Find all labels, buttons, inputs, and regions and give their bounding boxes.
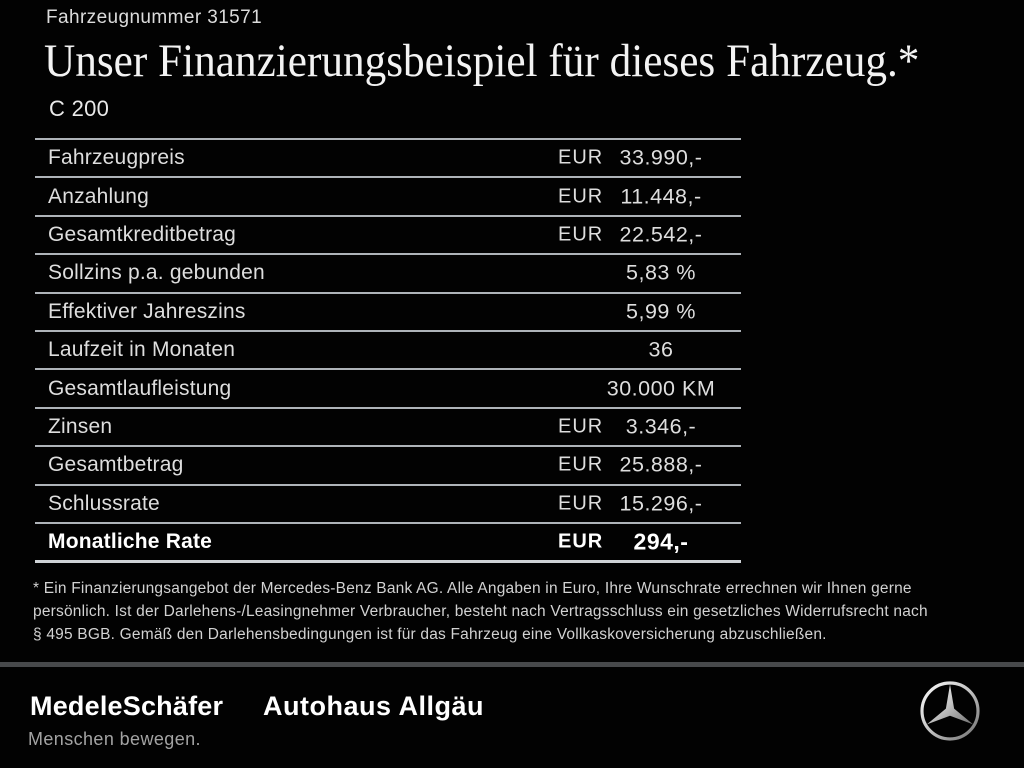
table-row: Anzahlung EUR 11.448,- bbox=[35, 176, 741, 214]
footnote-line: persönlich. Ist der Darlehens-/Leasingne… bbox=[33, 603, 928, 620]
row-value: 36 bbox=[648, 337, 674, 362]
table-row: Zinsen EUR 3.346,- bbox=[35, 406, 741, 445]
row-label: Gesamtkreditbetrag bbox=[48, 222, 237, 246]
row-label: Anzahlung bbox=[48, 184, 150, 208]
table-row: Fahrzeugpreis EUR 33.990,- bbox=[35, 138, 741, 176]
footnote: * Ein Finanzierungsangebot der Mercedes-… bbox=[33, 577, 998, 646]
financing-table: Fahrzeugpreis EUR 33.990,- Anzahlung EUR… bbox=[35, 138, 741, 564]
row-currency: EUR bbox=[558, 146, 604, 169]
table-row: Gesamtbetrag EUR 25.888,- bbox=[35, 445, 741, 483]
row-currency: EUR bbox=[558, 530, 604, 553]
mercedes-star-icon bbox=[920, 681, 980, 741]
row-value: 3.346,- bbox=[625, 414, 697, 439]
row-value: 15.296,- bbox=[619, 491, 703, 516]
row-value: 5,83 % bbox=[626, 260, 696, 285]
table-row: Gesamtlaufleistung 30.000 KM bbox=[35, 368, 741, 406]
vehicle-number: Fahrzeugnummer 31571 bbox=[46, 7, 263, 28]
row-currency: EUR bbox=[558, 223, 604, 246]
table-row: Schlussrate EUR 15.296,- bbox=[35, 483, 741, 522]
row-value: 25.888,- bbox=[619, 452, 703, 477]
dealer-logo-medeleschaefer: MedeleSchäfer bbox=[30, 691, 224, 721]
row-currency: EUR bbox=[558, 415, 604, 438]
dealer-logo-autohaus-allgau: Autohaus Allgäu bbox=[263, 691, 484, 721]
row-label: Zinsen bbox=[48, 414, 113, 438]
footer-divider bbox=[0, 662, 1024, 667]
row-currency: EUR bbox=[558, 492, 604, 515]
footnote-line: * Ein Finanzierungsangebot der Mercedes-… bbox=[33, 580, 912, 597]
row-label: Monatliche Rate bbox=[48, 530, 213, 554]
row-currency: EUR bbox=[558, 185, 604, 208]
row-value: 30.000 KM bbox=[606, 376, 716, 401]
table-row: Effektiver Jahreszins 5,99 % bbox=[35, 291, 741, 330]
row-label: Schlussrate bbox=[48, 491, 160, 515]
row-label: Laufzeit in Monaten bbox=[48, 338, 236, 362]
row-label: Fahrzeugpreis bbox=[48, 146, 185, 170]
table-row: Gesamtkreditbetrag EUR 22.542,- bbox=[35, 214, 741, 253]
row-value: 5,99 % bbox=[626, 299, 696, 324]
row-value: 22.542,- bbox=[619, 222, 703, 247]
row-value: 33.990,- bbox=[619, 145, 703, 170]
row-label: Effektiver Jahreszins bbox=[48, 299, 246, 323]
row-label: Gesamtlaufleistung bbox=[48, 376, 232, 400]
dealer-tagline: Menschen bewegen. bbox=[28, 729, 201, 749]
row-value: 294,- bbox=[633, 528, 689, 555]
table-row: Monatliche Rate EUR 294,- bbox=[35, 521, 741, 560]
model-name: C 200 bbox=[49, 96, 110, 121]
row-value: 11.448,- bbox=[620, 184, 702, 209]
page-title: Unser Finanzierungsbeispiel für dieses F… bbox=[44, 35, 920, 87]
row-currency: EUR bbox=[558, 453, 604, 476]
footnote-line: § 495 BGB. Gemäß den Darlehensbedingunge… bbox=[33, 626, 827, 643]
row-label: Sollzins p.a. gebunden bbox=[48, 261, 265, 285]
row-label: Gesamtbetrag bbox=[48, 453, 184, 477]
table-row: Sollzins p.a. gebunden 5,83 % bbox=[35, 253, 741, 291]
table-row: Laufzeit in Monaten 36 bbox=[35, 329, 741, 368]
